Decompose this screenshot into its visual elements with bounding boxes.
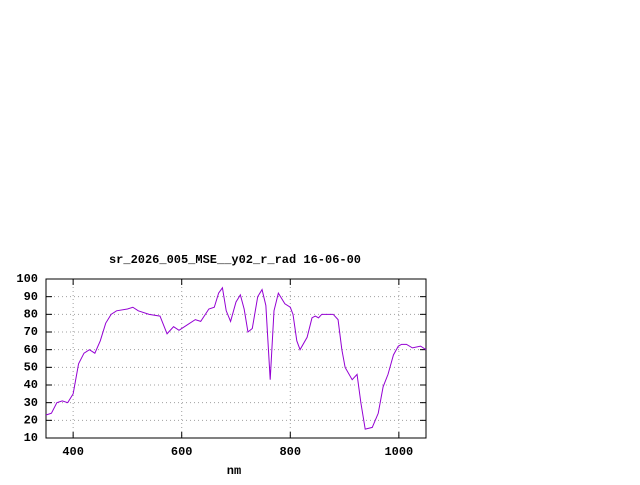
x-tick-label: 400 (62, 445, 84, 459)
x-tick-label: 800 (279, 445, 301, 459)
y-tick-label: 80 (24, 308, 38, 322)
plot-border (45, 278, 427, 439)
y-tick-label: 60 (24, 343, 38, 357)
y-tick-label: 40 (24, 378, 38, 392)
y-tick-label: 10 (24, 431, 38, 445)
chart-title: sr_2026_005_MSE__y02_r_rad 16-06-00 (109, 253, 361, 267)
x-tick-label: 600 (171, 445, 193, 459)
y-tick-label: 70 (24, 325, 38, 339)
y-tick-label: 100 (16, 272, 38, 286)
y-tick-label: 90 (24, 290, 38, 304)
y-tick-label: 20 (24, 414, 38, 428)
x-axis-label: nm (227, 464, 241, 478)
y-tick-label: 50 (24, 361, 38, 375)
x-tick-label: 1000 (384, 445, 413, 459)
data-line (45, 286, 427, 430)
y-tick-label: 30 (24, 396, 38, 410)
